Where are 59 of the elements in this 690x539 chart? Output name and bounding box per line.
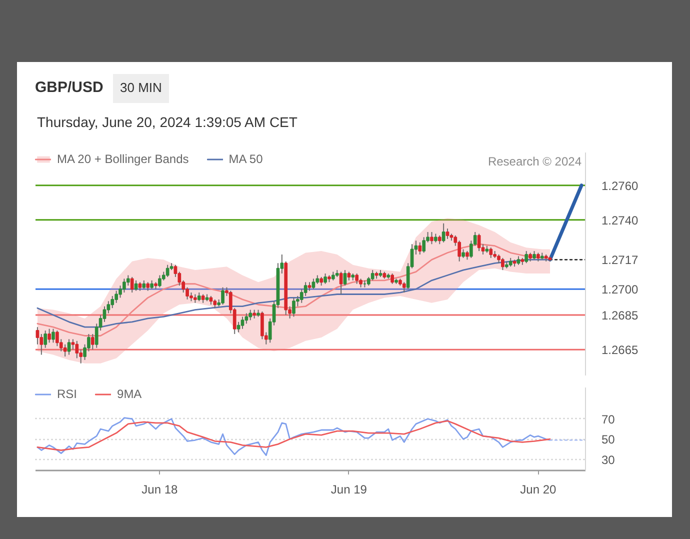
- candlestick: [126, 274, 130, 286]
- annotation: Research © 2024: [488, 154, 582, 168]
- candlestick: [158, 274, 162, 288]
- candlestick: [489, 247, 493, 258]
- candlestick: [304, 282, 308, 296]
- candlestick: [339, 271, 343, 295]
- candlestick: [166, 264, 170, 278]
- candlestick: [292, 297, 296, 318]
- y-tick-label: 1.2717: [602, 253, 639, 268]
- chart-subtitle: Thursday, June 20, 2024 1:39:05 AM CET: [37, 113, 298, 132]
- candlestick: [130, 276, 134, 294]
- candlestick: [501, 257, 504, 271]
- candlestick: [442, 222, 446, 243]
- candlestick: [122, 278, 126, 294]
- legend-label: MA 50: [228, 152, 263, 166]
- candlestick: [71, 338, 75, 350]
- candlestick: [48, 328, 51, 344]
- y-tick-label: 1.2760: [602, 178, 639, 193]
- y-tick-label: 1.2685: [602, 308, 639, 322]
- candlestick: [75, 340, 79, 359]
- candlestick: [446, 228, 450, 240]
- candlestick: [524, 250, 528, 264]
- candlestick: [90, 334, 94, 350]
- candlestick: [343, 270, 347, 286]
- line-series: [36, 420, 551, 451]
- candlestick: [221, 286, 224, 306]
- candlestick: [370, 270, 374, 281]
- y-tick-label: 1.2665: [602, 343, 639, 358]
- candlestick: [134, 280, 138, 292]
- candlestick: [63, 344, 67, 357]
- candlestick: [236, 321, 240, 333]
- candlestick: [36, 326, 40, 345]
- x-tick-label: Jun 20: [520, 482, 557, 496]
- x-tick-label: Jun 19: [330, 482, 368, 496]
- y-tick-label: 70: [602, 412, 616, 426]
- candlestick: [324, 273, 327, 284]
- candlestick: [312, 278, 316, 290]
- candlestick: [240, 316, 244, 330]
- x-tick-label: Jun 18: [142, 482, 178, 496]
- y-tick-label: 1.2740: [602, 213, 639, 228]
- candlestick: [248, 309, 252, 321]
- line-series: [36, 417, 551, 456]
- text: 30 MIN: [113, 74, 169, 103]
- y-tick-label: 50: [602, 432, 616, 447]
- y-tick-label: 1.2700: [602, 282, 639, 297]
- candlestick: [390, 273, 394, 284]
- candlestick: [402, 282, 406, 294]
- candlestick: [67, 338, 71, 356]
- candlestick: [52, 328, 55, 344]
- y-tick-label: 30: [602, 452, 616, 467]
- candlestick: [430, 232, 434, 245]
- candlestick: [418, 242, 422, 255]
- candlestick: [355, 273, 359, 284]
- candlestick: [477, 233, 481, 252]
- legend-label: 9MA: [117, 387, 142, 401]
- legend-label: MA 20 + Bollinger Bands: [57, 152, 189, 166]
- chart-title: GBP/USD: [35, 78, 104, 98]
- candlestick: [422, 236, 426, 254]
- legend-label: RSI: [57, 387, 78, 401]
